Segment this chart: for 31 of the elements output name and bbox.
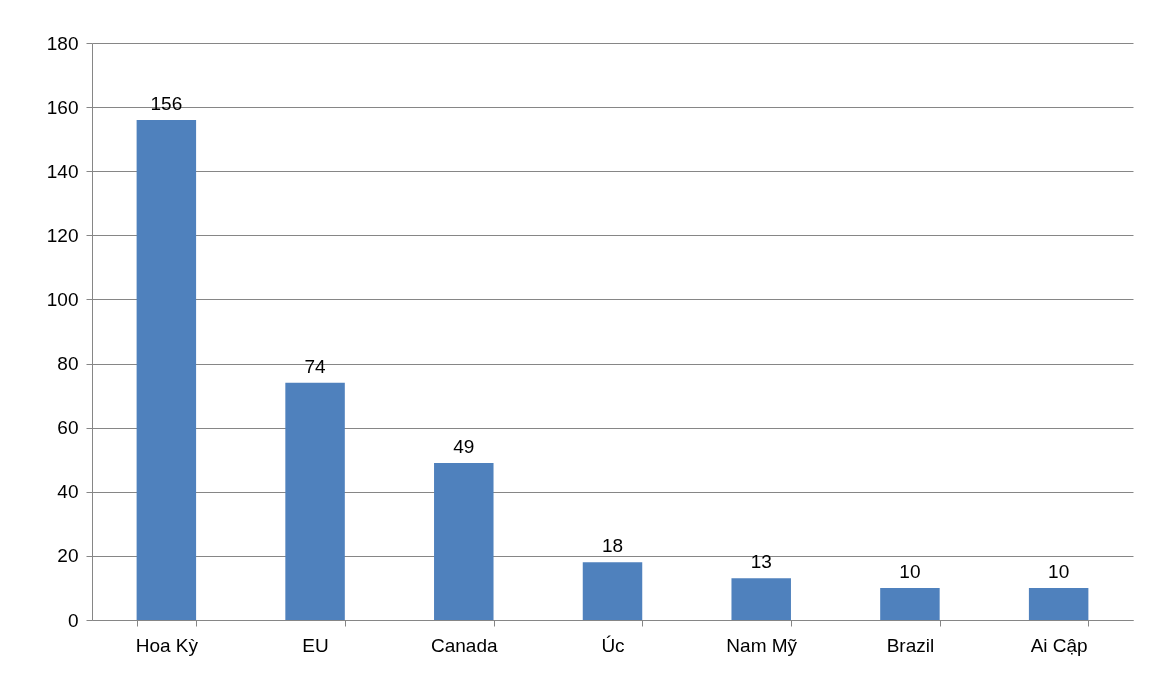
x-tick-label: Brazil — [886, 634, 935, 656]
x-tick-label: Hoa Kỳ — [135, 634, 199, 656]
bar — [1028, 587, 1089, 620]
data-label: 156 — [150, 92, 183, 114]
y-tick-label: 20 — [57, 545, 79, 567]
x-tick-label: Úc — [601, 634, 625, 656]
bar — [731, 578, 791, 620]
y-tick-label: 40 — [57, 481, 79, 503]
data-label: 74 — [304, 355, 327, 377]
y-tick-label: 120 — [46, 224, 79, 246]
bar — [582, 562, 643, 620]
data-label: 10 — [899, 560, 921, 582]
data-label: 13 — [750, 551, 772, 573]
data-label: 18 — [601, 535, 624, 557]
y-tick-label: 140 — [46, 160, 79, 182]
bar — [880, 587, 940, 620]
y-tick-label: 160 — [46, 96, 79, 118]
y-tick-label: 0 — [67, 609, 79, 631]
y-tick-label: 80 — [57, 353, 79, 375]
y-tick-label: 100 — [46, 288, 79, 310]
x-tick-label: Ai Cập — [1030, 634, 1088, 656]
bar — [136, 119, 197, 620]
data-label: 10 — [1048, 560, 1070, 582]
y-tick-label: 180 — [46, 32, 79, 54]
y-tick-label: 60 — [57, 417, 79, 439]
data-label: 49 — [453, 435, 475, 457]
bar — [285, 382, 345, 620]
x-tick-label: EU — [302, 634, 329, 656]
x-tick-label: Nam Mỹ — [726, 634, 798, 656]
x-tick-label: Canada — [431, 634, 498, 656]
bar — [434, 462, 494, 620]
